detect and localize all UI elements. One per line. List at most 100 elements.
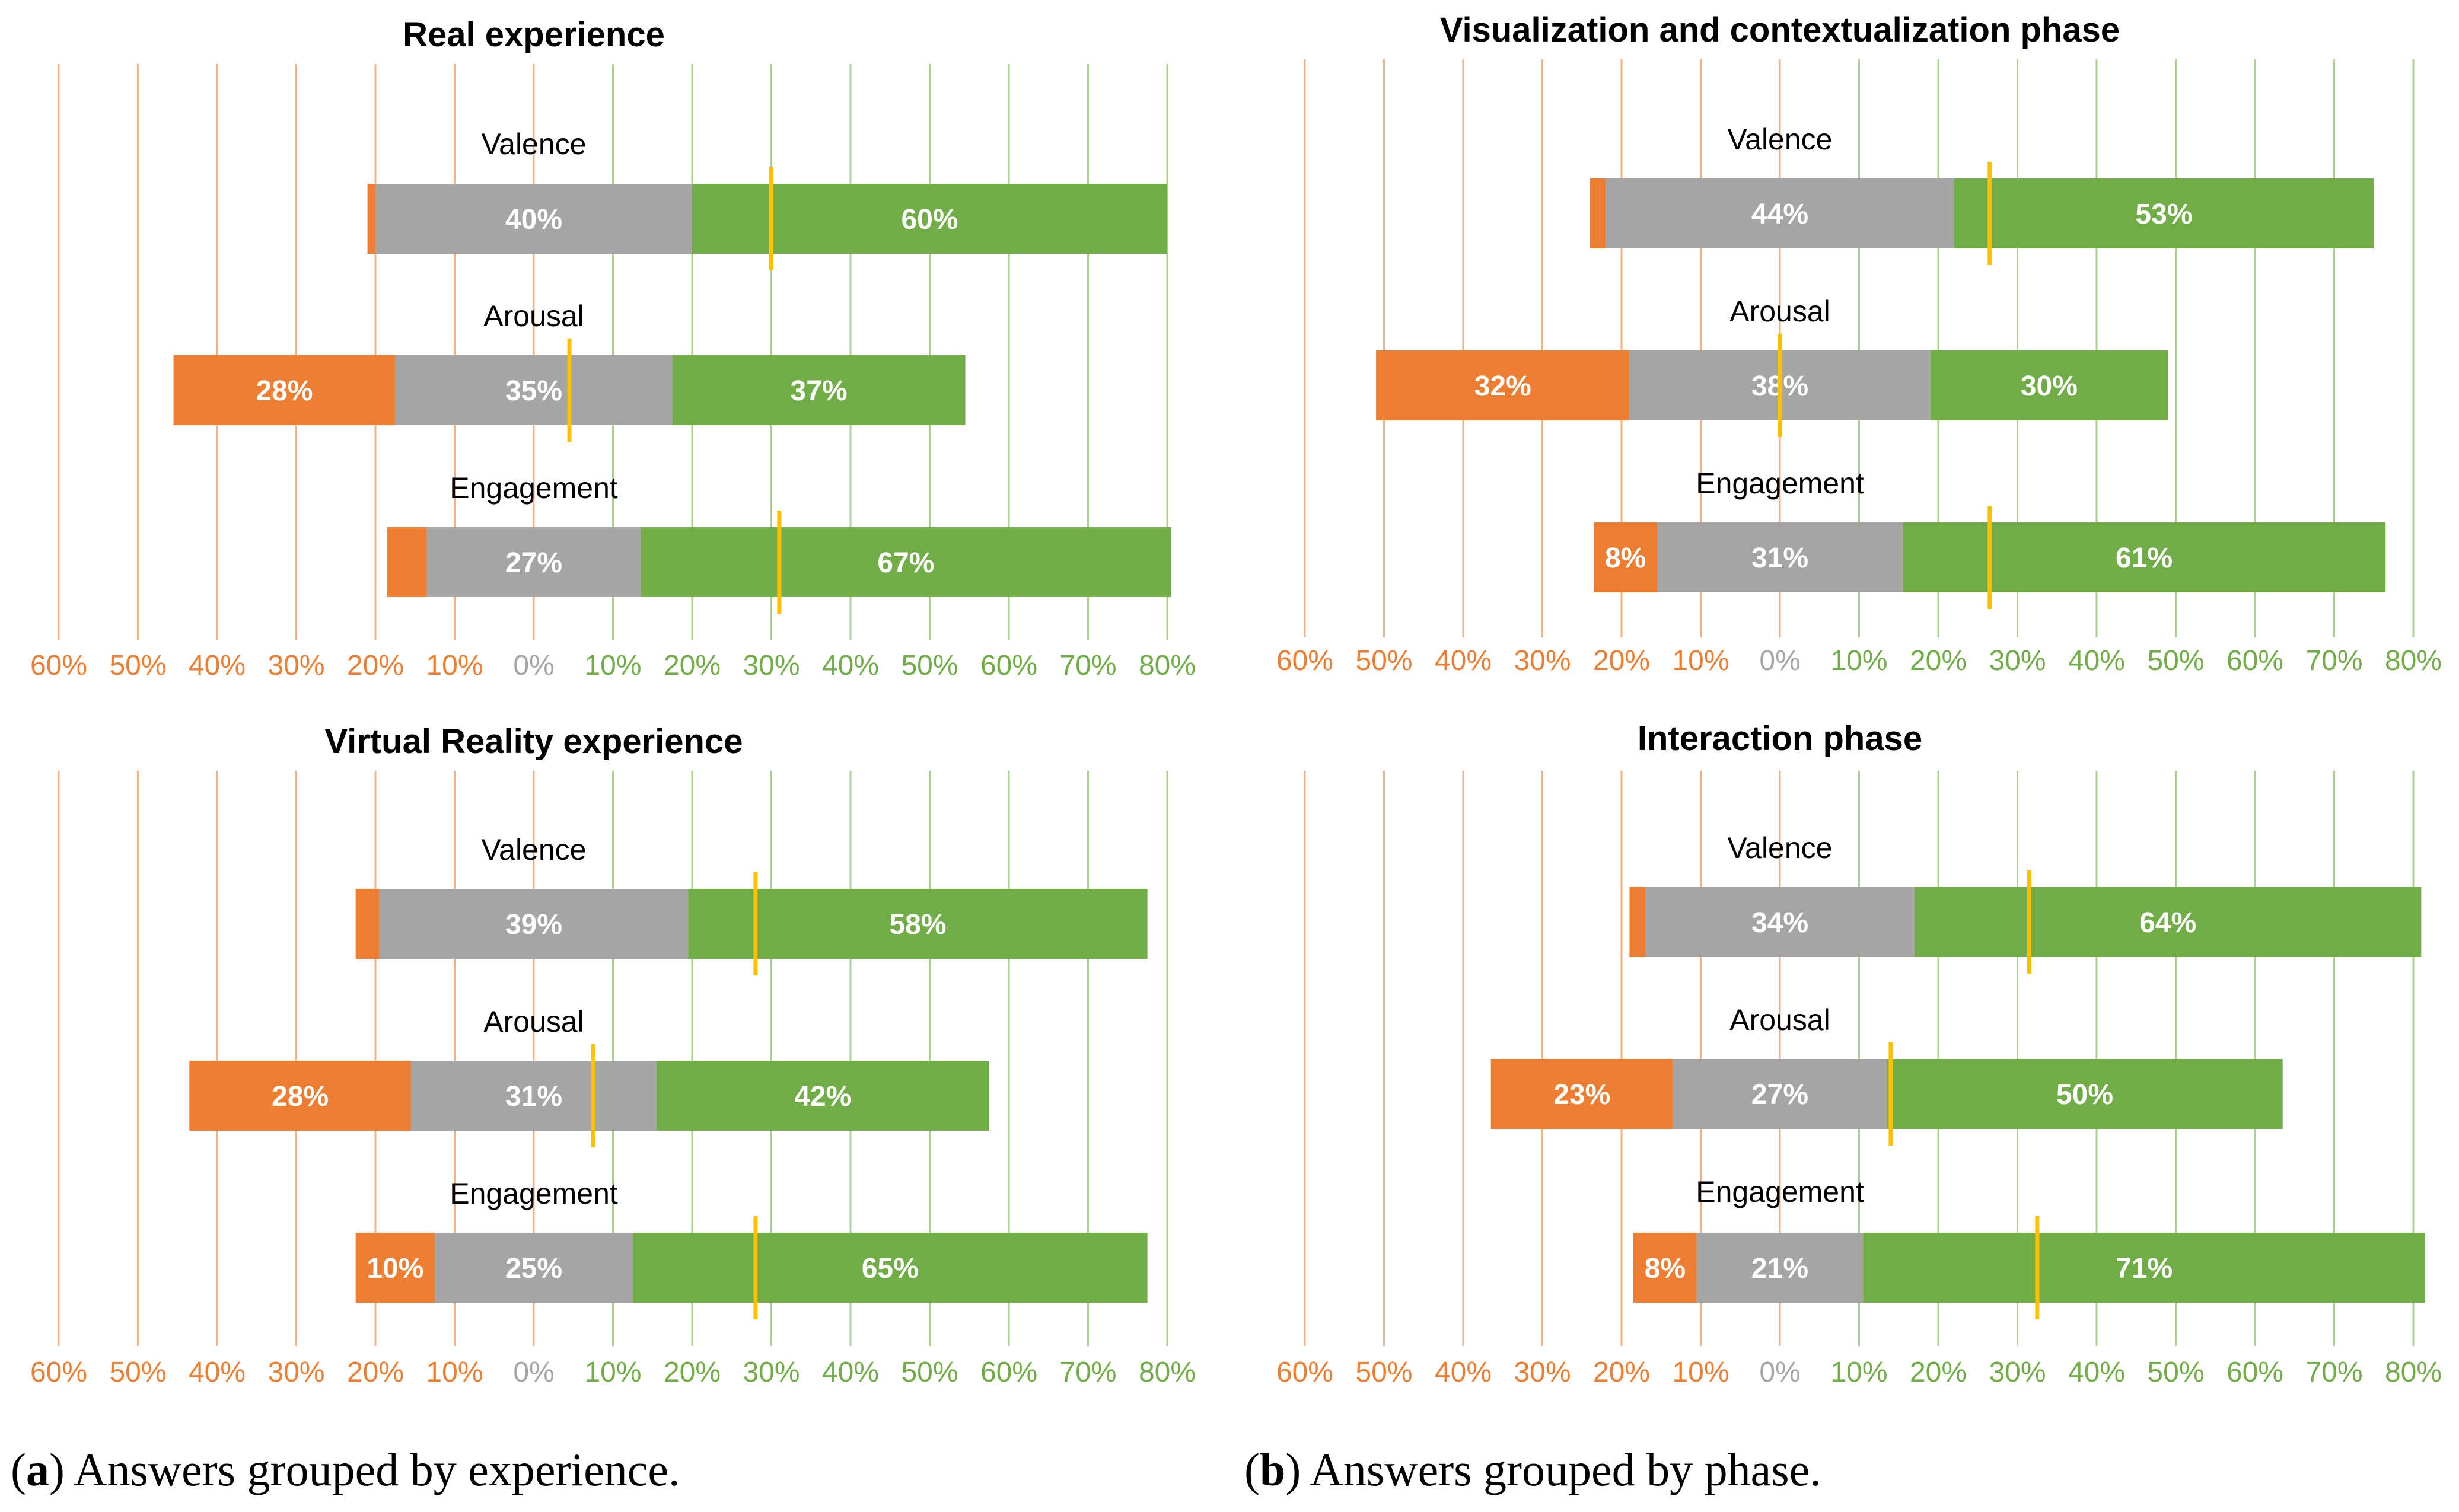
x-tick-label: 50% (901, 650, 958, 681)
x-tick-label: 10% (426, 1357, 483, 1388)
bar-negative-label: 8% (1645, 1253, 1686, 1284)
x-tick-label: 70% (2305, 645, 2362, 677)
bar-neutral-label: 44% (1751, 199, 1808, 230)
category-label-arousal: Arousal (483, 299, 584, 333)
bar-negative (1594, 522, 1658, 592)
category-label-valence: Valence (1728, 831, 1833, 865)
x-tick-label: 80% (2385, 645, 2442, 677)
bar-neutral-label: 27% (505, 547, 562, 579)
x-tick-label: 40% (1435, 1357, 1492, 1388)
x-tick-label: 40% (2068, 1357, 2125, 1388)
category-label-valence: Valence (482, 833, 587, 866)
x-tick-label: 20% (1910, 1357, 1967, 1388)
caption-a-letter: a (26, 1444, 49, 1495)
bar-positive (672, 355, 966, 425)
category-label-engagement: Engagement (1696, 1175, 1864, 1208)
bar-negative-label: 10% (367, 1253, 423, 1284)
bar-positive-label: 37% (791, 375, 848, 407)
bar-positive-label: 64% (2139, 907, 2196, 939)
bar-positive (1954, 178, 2374, 248)
x-tick-label: 30% (1989, 1357, 2046, 1388)
bar-negative (1490, 1059, 1673, 1129)
bar-negative (1590, 178, 1606, 248)
bar-negative (1629, 887, 1646, 957)
x-tick-label: 30% (267, 650, 324, 681)
bar-negative (173, 355, 396, 425)
chart-title: Interaction phase (1638, 719, 1922, 758)
x-tick-label: 10% (1672, 1357, 1729, 1388)
category-label-valence: Valence (1728, 123, 1833, 156)
x-tick-label: 30% (267, 1357, 324, 1388)
chart-panel-real-experience: Real experience 60% 50% 40% 30% 20% 10% 0% 10% 20… (30, 15, 1196, 681)
caption-b: (b) Answers grouped by phase. (1244, 1444, 1821, 1495)
bar-neutral (435, 1233, 633, 1303)
x-tick-label: 80% (2385, 1357, 2442, 1388)
bar-positive-label: 65% (862, 1253, 919, 1284)
bar-negative-label: 28% (256, 375, 313, 407)
chart-panels: Real experience 60% 50% 40% 30% 20% 10% 0% 10% 20… (30, 11, 2442, 1388)
x-tick-label: 60% (1276, 1357, 1333, 1388)
chart-title: Visualization and contextualization phas… (1440, 11, 2120, 49)
x-tick-label: 50% (109, 650, 166, 681)
x-tick-label: 20% (347, 1357, 404, 1388)
x-tick-label: 50% (1355, 645, 1412, 677)
bar-negative (355, 1233, 435, 1303)
bar-neutral (379, 889, 689, 959)
x-tick-label: 40% (2068, 645, 2125, 677)
bar-negative-label: 8% (1605, 543, 1646, 574)
x-tick-label: 20% (1593, 1357, 1650, 1388)
bar-positive-label: 50% (2056, 1079, 2113, 1111)
bar-neutral-label: 35% (505, 375, 562, 407)
x-tick-label: 60% (1276, 645, 1333, 677)
x-tick-label: 10% (1830, 1357, 1887, 1388)
bar-positive (1863, 1233, 2426, 1303)
bar-neutral (375, 184, 692, 254)
bar-negative (1633, 1233, 1697, 1303)
bar-positive-label: 30% (2021, 371, 2078, 402)
x-tick-label: 10% (584, 650, 641, 681)
x-tick-label: 30% (1989, 645, 2046, 677)
caption-b-letter: b (1260, 1444, 1285, 1495)
bar-neutral-label: 39% (505, 909, 562, 940)
x-tick-label: 60% (2227, 1357, 2283, 1388)
x-tick-label: 50% (2147, 645, 2204, 677)
bar-neutral (1657, 522, 1903, 592)
x-tick-label: 20% (347, 650, 404, 681)
bar-positive (632, 1233, 1148, 1303)
x-tick-label: 60% (980, 1357, 1037, 1388)
x-tick-label: 20% (664, 650, 721, 681)
bar-positive-label: 71% (2116, 1253, 2173, 1284)
bar-positive-label: 42% (794, 1081, 851, 1112)
chart-panel-virtual-reality-experience: Virtual Reality experience 60% 50% 40% 30% 20… (30, 722, 1196, 1388)
x-tick-label: 50% (109, 1357, 166, 1388)
category-label-arousal: Arousal (483, 1005, 584, 1038)
x-tick-label: 10% (1830, 645, 1887, 677)
bar-neutral (1606, 178, 1954, 248)
x-tick-label: 30% (743, 650, 800, 681)
caption-b-text: Answers grouped by phase. (1301, 1444, 1821, 1495)
x-tick-label: 10% (584, 1357, 641, 1388)
bar-positive (641, 527, 1171, 597)
bar-negative (367, 184, 375, 254)
x-tick-label: 20% (1593, 645, 1650, 677)
bar-negative (189, 1061, 412, 1131)
category-label-engagement: Engagement (450, 471, 618, 505)
x-tick-label: 0% (513, 650, 554, 681)
x-tick-label: 60% (980, 650, 1037, 681)
bar-positive (1930, 350, 2168, 420)
bar-neutral (1673, 1059, 1887, 1129)
bar-neutral-label: 27% (1751, 1079, 1808, 1111)
bar-neutral-label: 40% (505, 204, 562, 235)
bar-negative-label: 32% (1474, 371, 1531, 402)
bar-positive-label: 58% (889, 909, 946, 940)
category-label-valence: Valence (482, 127, 587, 161)
caption-a: (a) Answers grouped by experience. (11, 1444, 680, 1495)
bar-positive (688, 889, 1148, 959)
x-tick-label: 0% (513, 1357, 554, 1388)
x-tick-label: 50% (2147, 1357, 2204, 1388)
bar-positive-label: 67% (877, 547, 934, 579)
x-tick-label: 60% (30, 650, 87, 681)
category-label-arousal: Arousal (1729, 295, 1830, 328)
bar-positive-label: 53% (2135, 199, 2192, 230)
